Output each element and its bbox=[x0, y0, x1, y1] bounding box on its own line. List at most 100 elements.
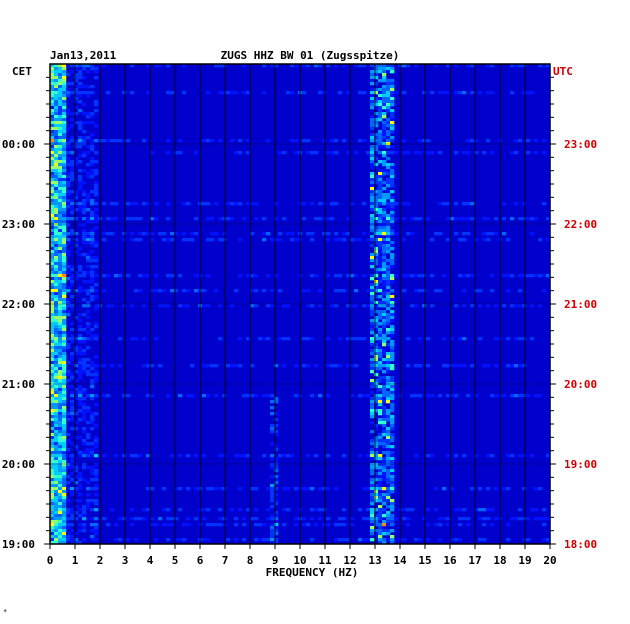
heatmap-cell bbox=[82, 190, 87, 194]
heatmap-cell bbox=[62, 220, 67, 224]
heatmap-cell bbox=[386, 418, 391, 422]
heatmap-cell bbox=[254, 304, 259, 308]
heatmap-cell bbox=[70, 70, 75, 74]
heatmap-cell bbox=[374, 274, 379, 278]
heatmap-cell bbox=[378, 478, 383, 482]
heatmap-cell bbox=[542, 64, 547, 68]
heatmap-cell bbox=[182, 523, 187, 527]
heatmap-cell bbox=[274, 364, 279, 368]
heatmap-cell bbox=[382, 361, 387, 365]
heatmap-cell bbox=[378, 439, 383, 443]
heatmap-cell bbox=[402, 289, 407, 293]
heatmap-cell bbox=[274, 532, 279, 536]
heatmap-cell bbox=[70, 208, 75, 212]
heatmap-cell bbox=[358, 139, 363, 143]
heatmap-cell bbox=[390, 415, 395, 419]
heatmap-cell bbox=[50, 475, 55, 479]
heatmap-cell bbox=[370, 256, 375, 260]
heatmap-cell bbox=[382, 376, 387, 380]
heatmap-cell bbox=[66, 91, 71, 95]
heatmap-cell bbox=[78, 154, 83, 158]
heatmap-cell bbox=[86, 409, 91, 413]
heatmap-cell bbox=[302, 139, 307, 143]
heatmap-cell bbox=[50, 253, 55, 257]
heatmap-cell bbox=[454, 394, 459, 398]
heatmap-cell bbox=[82, 442, 87, 446]
heatmap-cell bbox=[346, 364, 351, 368]
heatmap-cell bbox=[70, 178, 75, 182]
heatmap-cell bbox=[378, 310, 383, 314]
heatmap-cell bbox=[54, 205, 59, 209]
heatmap-cell bbox=[218, 304, 223, 308]
heatmap-cell bbox=[86, 136, 91, 140]
heatmap-cell bbox=[402, 274, 407, 278]
heatmap-cell bbox=[78, 223, 83, 227]
heatmap-cell bbox=[378, 526, 383, 530]
heatmap-cell bbox=[106, 217, 111, 221]
heatmap-cell bbox=[62, 112, 67, 116]
heatmap-cell bbox=[166, 217, 171, 221]
heatmap-cell bbox=[58, 250, 63, 254]
heatmap-cell bbox=[546, 454, 551, 458]
heatmap-cell bbox=[66, 487, 71, 491]
heatmap-cell bbox=[66, 82, 71, 86]
heatmap-cell bbox=[94, 334, 99, 338]
heatmap-cell bbox=[418, 139, 423, 143]
heatmap-cell bbox=[50, 184, 55, 188]
heatmap-cell bbox=[66, 379, 71, 383]
heatmap-cell bbox=[378, 379, 383, 383]
heatmap-cell bbox=[54, 496, 59, 500]
heatmap-cell bbox=[490, 289, 495, 293]
heatmap-cell bbox=[90, 469, 95, 473]
heatmap-cell bbox=[78, 451, 83, 455]
heatmap-cell bbox=[386, 445, 391, 449]
heatmap-cell bbox=[66, 310, 71, 314]
heatmap-cell bbox=[446, 238, 451, 242]
heatmap-cell bbox=[442, 274, 447, 278]
heatmap-cell bbox=[86, 163, 91, 167]
heatmap-cell bbox=[58, 64, 63, 68]
heatmap-cell bbox=[366, 508, 371, 512]
heatmap-cell bbox=[542, 523, 547, 527]
heatmap-cell bbox=[54, 109, 59, 113]
heatmap-cell bbox=[378, 490, 383, 494]
heatmap-cell bbox=[370, 442, 375, 446]
heatmap-cell bbox=[382, 280, 387, 284]
heatmap-cell bbox=[78, 388, 83, 392]
y-tick-label-left: 20:00 bbox=[2, 458, 35, 471]
heatmap-cell bbox=[378, 508, 383, 512]
heatmap-cell bbox=[370, 415, 375, 419]
heatmap-cell bbox=[54, 175, 59, 179]
heatmap-cell bbox=[62, 445, 67, 449]
heatmap-cell bbox=[86, 373, 91, 377]
heatmap-cell bbox=[310, 274, 315, 278]
heatmap-cell bbox=[546, 517, 551, 521]
heatmap-cell bbox=[362, 517, 367, 521]
heatmap-cell bbox=[390, 280, 395, 284]
heatmap-cell bbox=[414, 304, 419, 308]
heatmap-cell bbox=[270, 484, 275, 488]
heatmap-cell bbox=[82, 241, 87, 245]
heatmap-cell bbox=[230, 508, 235, 512]
heatmap-cell bbox=[390, 433, 395, 437]
heatmap-cell bbox=[218, 139, 223, 143]
heatmap-cell bbox=[58, 415, 63, 419]
heatmap-cell bbox=[374, 70, 379, 74]
heatmap-cell bbox=[174, 232, 179, 236]
heatmap-cell bbox=[370, 94, 375, 98]
heatmap-cell bbox=[50, 193, 55, 197]
heatmap-cell bbox=[114, 139, 119, 143]
heatmap-cell bbox=[334, 304, 339, 308]
heatmap-cell bbox=[386, 463, 391, 467]
heatmap-cell bbox=[390, 109, 395, 113]
heatmap-cell bbox=[58, 331, 63, 335]
heatmap-cell bbox=[62, 535, 67, 539]
heatmap-cell bbox=[122, 238, 127, 242]
heatmap-cell bbox=[382, 151, 387, 155]
heatmap-cell bbox=[482, 523, 487, 527]
heatmap-cell bbox=[270, 517, 275, 521]
heatmap-cell bbox=[82, 430, 87, 434]
heatmap-cell bbox=[374, 373, 379, 377]
heatmap-cell bbox=[370, 529, 375, 533]
heatmap-cell bbox=[370, 157, 375, 161]
